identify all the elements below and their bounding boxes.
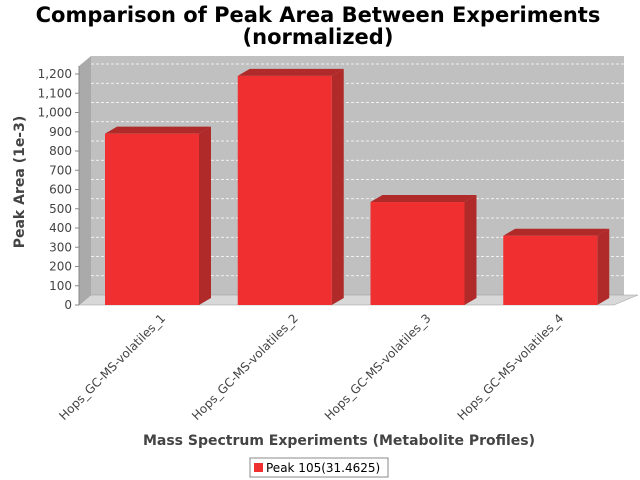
x-axis: Hops_GC-MS-volatiles_1 Hops_GC-MS-volatil… — [56, 311, 566, 423]
y-tick-label: 1,200 — [38, 67, 72, 81]
x-tick-label: Hops_GC-MS-volatiles_3 — [322, 311, 434, 423]
plot-back-wall — [91, 56, 624, 295]
y-axis: 0 100 200 300 400 500 600 700 800 900 1,000 1,100 1,… — [38, 66, 80, 312]
x-tick-label: Hops_GC-MS-volatiles_1 — [56, 311, 168, 423]
y-tick-label: 100 — [49, 279, 72, 293]
bar-front — [237, 75, 332, 305]
plot-area — [78, 56, 639, 306]
bar-2 — [237, 68, 344, 305]
legend: Peak 105(31.4625) — [249, 457, 389, 478]
bar-top — [370, 195, 477, 203]
x-axis-label: Mass Spectrum Experiments (Metabolite Pr… — [143, 433, 535, 449]
x-tick-label: Hops_GC-MS-volatiles_2 — [189, 311, 301, 423]
y-tick-label: 600 — [49, 183, 72, 197]
x-tick-label: Hops_GC-MS-volatiles_4 — [455, 311, 567, 423]
y-tick-label: 1,000 — [38, 106, 72, 120]
y-tick-label: 800 — [49, 144, 72, 158]
legend-box — [249, 457, 389, 478]
bar-front — [105, 133, 199, 305]
legend-swatch — [254, 463, 263, 472]
bar-top — [237, 68, 344, 76]
bar-side — [331, 68, 344, 305]
chart-subtitle: (normalized) — [243, 25, 394, 49]
bar-1 — [105, 126, 211, 305]
bar-side — [464, 195, 477, 305]
bar-3 — [370, 195, 477, 305]
y-tick-label: 500 — [49, 202, 72, 216]
bar-4 — [503, 228, 610, 305]
chart-title: Comparison of Peak Area Between Experime… — [36, 3, 601, 27]
y-tick-label: 900 — [49, 125, 72, 139]
bars — [105, 68, 610, 305]
y-tick-label: 700 — [49, 163, 72, 177]
bar-top — [105, 126, 211, 134]
bar-top — [503, 228, 610, 236]
bar-front — [503, 235, 598, 305]
y-tick-label: 1,100 — [38, 86, 72, 100]
y-tick-label: 0 — [64, 298, 72, 312]
grid-lines — [91, 63, 624, 277]
y-axis-label: Peak Area (1e-3) — [12, 116, 28, 249]
bar-side — [199, 126, 211, 305]
y-tick-label: 400 — [49, 221, 72, 235]
legend-label: Peak 105(31.4625) — [266, 461, 380, 475]
y-tick-label: 200 — [49, 260, 72, 274]
y-tick-label: 300 — [49, 240, 72, 254]
bar-front — [370, 202, 465, 305]
plot-left-wall — [79, 56, 91, 305]
bar-side — [597, 228, 610, 305]
